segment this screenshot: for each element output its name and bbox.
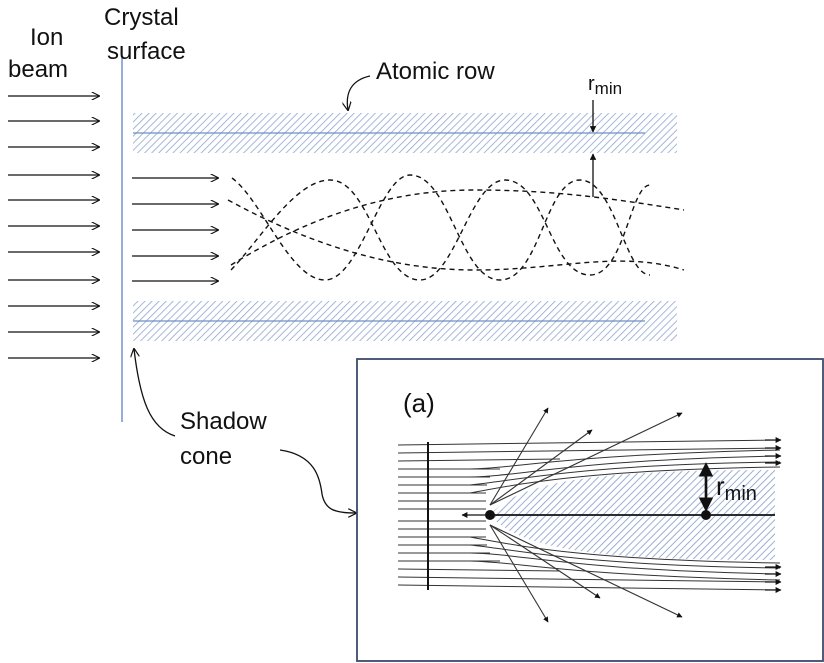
rmin-r: r bbox=[588, 73, 595, 95]
inset-ion-lines bbox=[397, 439, 781, 591]
inset-rmin-sub: min bbox=[724, 483, 757, 505]
inset-atom-right bbox=[701, 510, 711, 520]
shadow-cone-pointer-up bbox=[134, 349, 176, 437]
shadow-cone-pointer-inset bbox=[279, 449, 356, 513]
atomic-row-label: Atomic row bbox=[376, 58, 495, 85]
inset-exit-arrows-top bbox=[765, 437, 782, 466]
crystal-surface-label-line2: surface bbox=[107, 38, 186, 65]
ion-beam-label-line1: Ion bbox=[30, 24, 64, 51]
ion-trajectories bbox=[227, 174, 685, 281]
inset-scattered-arrows bbox=[489, 407, 683, 623]
shadow-cone-label-line2: cone bbox=[180, 443, 233, 470]
shadow-cone-label-line1: Shadow bbox=[180, 408, 267, 435]
inset-panel bbox=[356, 358, 824, 662]
crystal-surface-label-line1: Crystal bbox=[104, 4, 179, 31]
ion-beam-label-line2: beam bbox=[8, 56, 69, 83]
channeled-ion-arrows bbox=[132, 178, 218, 281]
inset-atom-left bbox=[485, 510, 495, 520]
inset-rmin-label: rmin bbox=[716, 471, 757, 505]
inset-panel-label: (a) bbox=[403, 388, 435, 418]
rmin-sub: min bbox=[594, 79, 623, 98]
rmin-label: rmin bbox=[588, 70, 622, 99]
ion-beam-arrows bbox=[8, 96, 99, 358]
inset-exit-arrows-bottom bbox=[765, 564, 782, 593]
inset-rmin-r: r bbox=[716, 471, 725, 501]
atomic-row-pointer bbox=[347, 75, 371, 110]
